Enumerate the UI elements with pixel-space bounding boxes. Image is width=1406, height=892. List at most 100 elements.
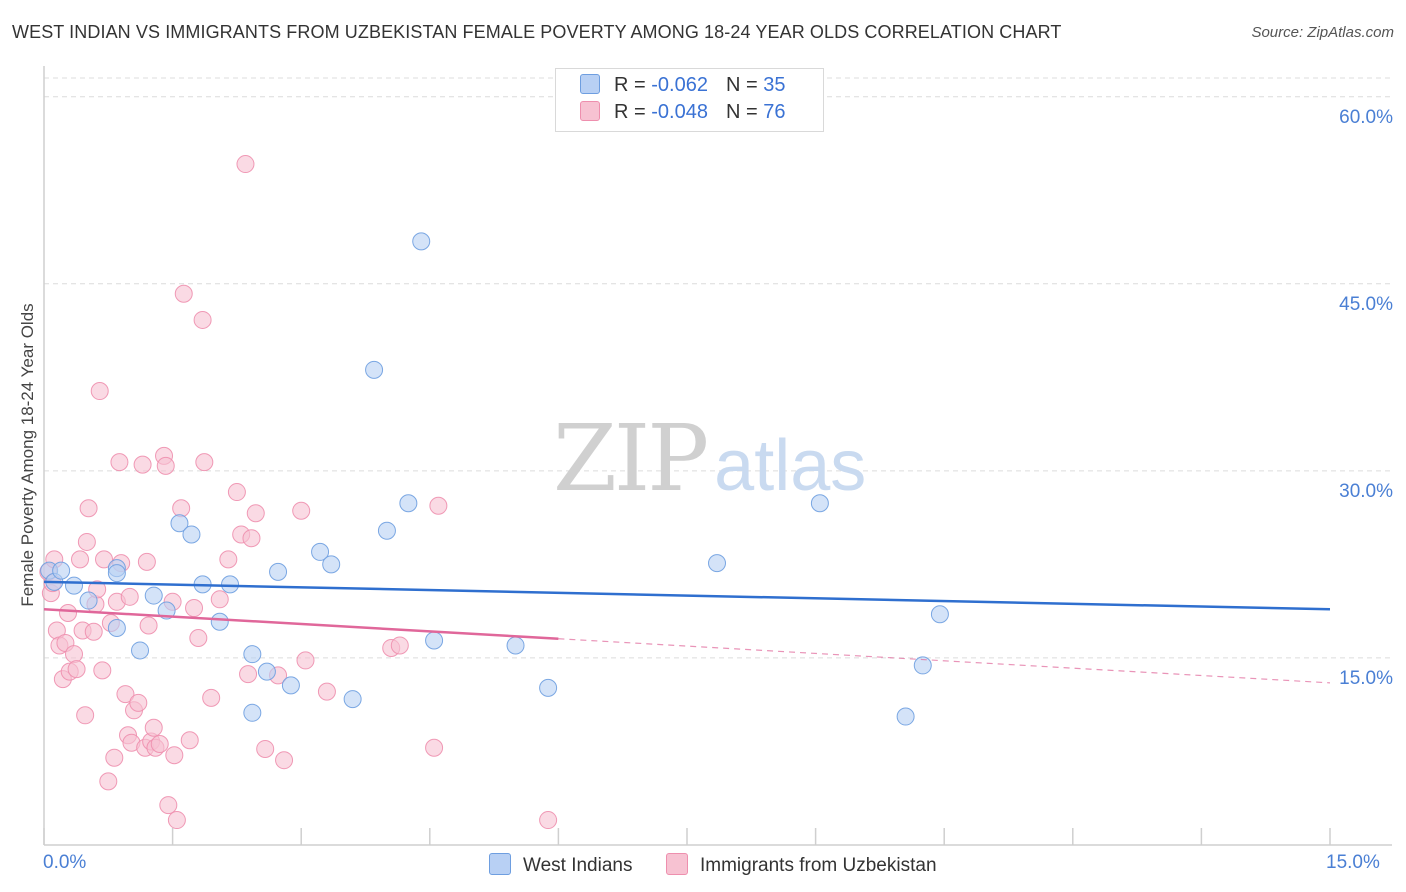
point-uzbekistan [425, 738, 444, 757]
point-uzbekistan [275, 751, 294, 770]
point-uzbekistan [174, 284, 193, 303]
point-uzbekistan [239, 665, 258, 684]
axes [43, 66, 1392, 846]
point-west-indians [221, 575, 240, 594]
point-uzbekistan [137, 552, 156, 571]
point-uzbekistan [236, 155, 255, 174]
point-uzbekistan [59, 604, 78, 623]
y-axis-title: Female Poverty Among 18-24 Year Olds [18, 303, 37, 607]
legend-r-value: -0.062 [651, 74, 708, 96]
point-uzbekistan [180, 731, 199, 750]
point-west-indians [365, 360, 384, 379]
point-uzbekistan [296, 651, 315, 670]
legend-r-value: -0.048 [651, 101, 708, 123]
point-uzbekistan [144, 718, 163, 737]
point-west-indians [343, 690, 362, 709]
x-tick-label-max: 15.0% [1326, 852, 1380, 873]
point-west-indians [708, 554, 727, 573]
point-uzbekistan [189, 628, 208, 647]
point-uzbekistan [242, 529, 261, 548]
legend-n-label: N = [725, 101, 764, 123]
point-uzbekistan [390, 636, 409, 655]
point-west-indians [107, 564, 126, 583]
point-uzbekistan [227, 483, 246, 502]
trend-lines [43, 580, 1331, 684]
y-tick-label: 30.0% [1339, 480, 1393, 502]
watermark-atlas: atlas [714, 426, 867, 506]
point-west-indians [913, 656, 932, 675]
point-west-indians [269, 562, 288, 581]
source-label: Source: ZipAtlas.com [1251, 24, 1394, 41]
point-uzbekistan [93, 661, 112, 680]
correlation-legend: R = -0.062 N = 35 R = -0.048 N = 76 [555, 68, 824, 132]
trend-line-extension-uzbekistan [558, 638, 1331, 684]
point-uzbekistan [539, 811, 558, 830]
series-legend: West Indians Immigrants from Uzbekistan [0, 853, 1406, 877]
point-uzbekistan [193, 310, 212, 329]
data-points [39, 155, 949, 830]
point-uzbekistan [120, 587, 139, 606]
point-uzbekistan [256, 739, 275, 758]
point-west-indians [257, 662, 276, 681]
point-uzbekistan [156, 456, 175, 475]
legend-swatch-west-indians [580, 74, 600, 94]
point-west-indians [412, 232, 431, 251]
point-west-indians [210, 612, 229, 631]
point-uzbekistan [195, 453, 214, 472]
point-uzbekistan [84, 622, 103, 641]
point-west-indians [322, 555, 341, 574]
point-uzbekistan [65, 645, 84, 664]
point-uzbekistan [99, 772, 118, 791]
point-uzbekistan [210, 590, 229, 609]
point-uzbekistan [202, 688, 221, 707]
point-west-indians [243, 703, 262, 722]
point-west-indians [311, 542, 330, 561]
point-uzbekistan [167, 811, 186, 830]
legend-n-value: 76 [763, 101, 786, 123]
point-uzbekistan [429, 496, 448, 515]
point-uzbekistan [246, 504, 265, 523]
point-uzbekistan [165, 746, 184, 765]
point-uzbekistan [292, 501, 311, 520]
point-uzbekistan [185, 599, 204, 618]
series-swatch-west-indians [489, 853, 511, 875]
y-tick-label: 45.0% [1339, 293, 1393, 315]
point-uzbekistan [317, 682, 336, 701]
point-uzbekistan [105, 748, 124, 767]
series-name-west-indians: West Indians [523, 855, 633, 876]
point-uzbekistan [150, 734, 169, 753]
legend-n-label: N = [725, 74, 764, 96]
trend-line-uzbekistan [43, 608, 559, 640]
series-legend-west-indians[interactable]: West Indians [489, 853, 632, 877]
legend-n-value: 35 [763, 74, 786, 96]
point-west-indians [107, 618, 126, 637]
point-west-indians [377, 521, 396, 540]
point-west-indians [896, 707, 915, 726]
point-west-indians [281, 676, 300, 695]
legend-r-label: R = [614, 101, 652, 123]
point-west-indians [506, 636, 525, 655]
series-legend-uzbekistan[interactable]: Immigrants from Uzbekistan [666, 853, 937, 877]
point-west-indians [157, 601, 176, 620]
legend-r-label: R = [614, 74, 652, 96]
point-uzbekistan [110, 453, 129, 472]
watermark: ZIP atlas [553, 405, 866, 512]
point-west-indians [79, 591, 98, 610]
point-uzbekistan [67, 660, 86, 679]
series-swatch-uzbekistan [666, 853, 688, 875]
y-tick-label: 60.0% [1339, 106, 1393, 128]
point-west-indians [182, 525, 201, 544]
point-west-indians [425, 631, 444, 650]
point-uzbekistan [159, 796, 178, 815]
x-tick-label-min: 0.0% [43, 852, 87, 873]
point-uzbekistan [139, 616, 158, 635]
point-uzbekistan [116, 685, 135, 704]
point-uzbekistan [133, 455, 152, 474]
point-west-indians [131, 641, 150, 660]
point-west-indians [243, 645, 262, 664]
point-west-indians [144, 586, 163, 605]
legend-row-uzbekistan: R = -0.048 N = 76 [580, 101, 785, 127]
point-uzbekistan [79, 499, 98, 518]
point-uzbekistan [76, 706, 95, 725]
watermark-zip: ZIP [553, 405, 709, 512]
